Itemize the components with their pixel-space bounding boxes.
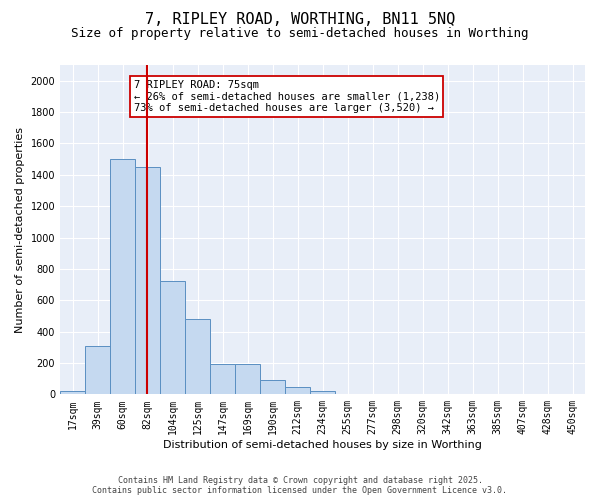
Bar [135,167,160,394]
Text: 7 RIPLEY ROAD: 75sqm
← 26% of semi-detached houses are smaller (1,238)
73% of se: 7 RIPLEY ROAD: 75sqm ← 26% of semi-detac… [134,80,440,113]
Text: Contains HM Land Registry data © Crown copyright and database right 2025.
Contai: Contains HM Land Registry data © Crown c… [92,476,508,495]
Bar [110,159,135,394]
Bar [160,282,185,395]
Bar [185,319,210,394]
Bar [210,364,235,394]
Bar [285,388,310,394]
Y-axis label: Number of semi-detached properties: Number of semi-detached properties [15,126,25,332]
Text: Size of property relative to semi-detached houses in Worthing: Size of property relative to semi-detach… [71,28,529,40]
Bar [310,391,335,394]
Bar [60,391,85,394]
Bar [235,364,260,394]
Bar [85,346,110,395]
Bar [260,380,285,394]
Text: 7, RIPLEY ROAD, WORTHING, BN11 5NQ: 7, RIPLEY ROAD, WORTHING, BN11 5NQ [145,12,455,28]
X-axis label: Distribution of semi-detached houses by size in Worthing: Distribution of semi-detached houses by … [163,440,482,450]
